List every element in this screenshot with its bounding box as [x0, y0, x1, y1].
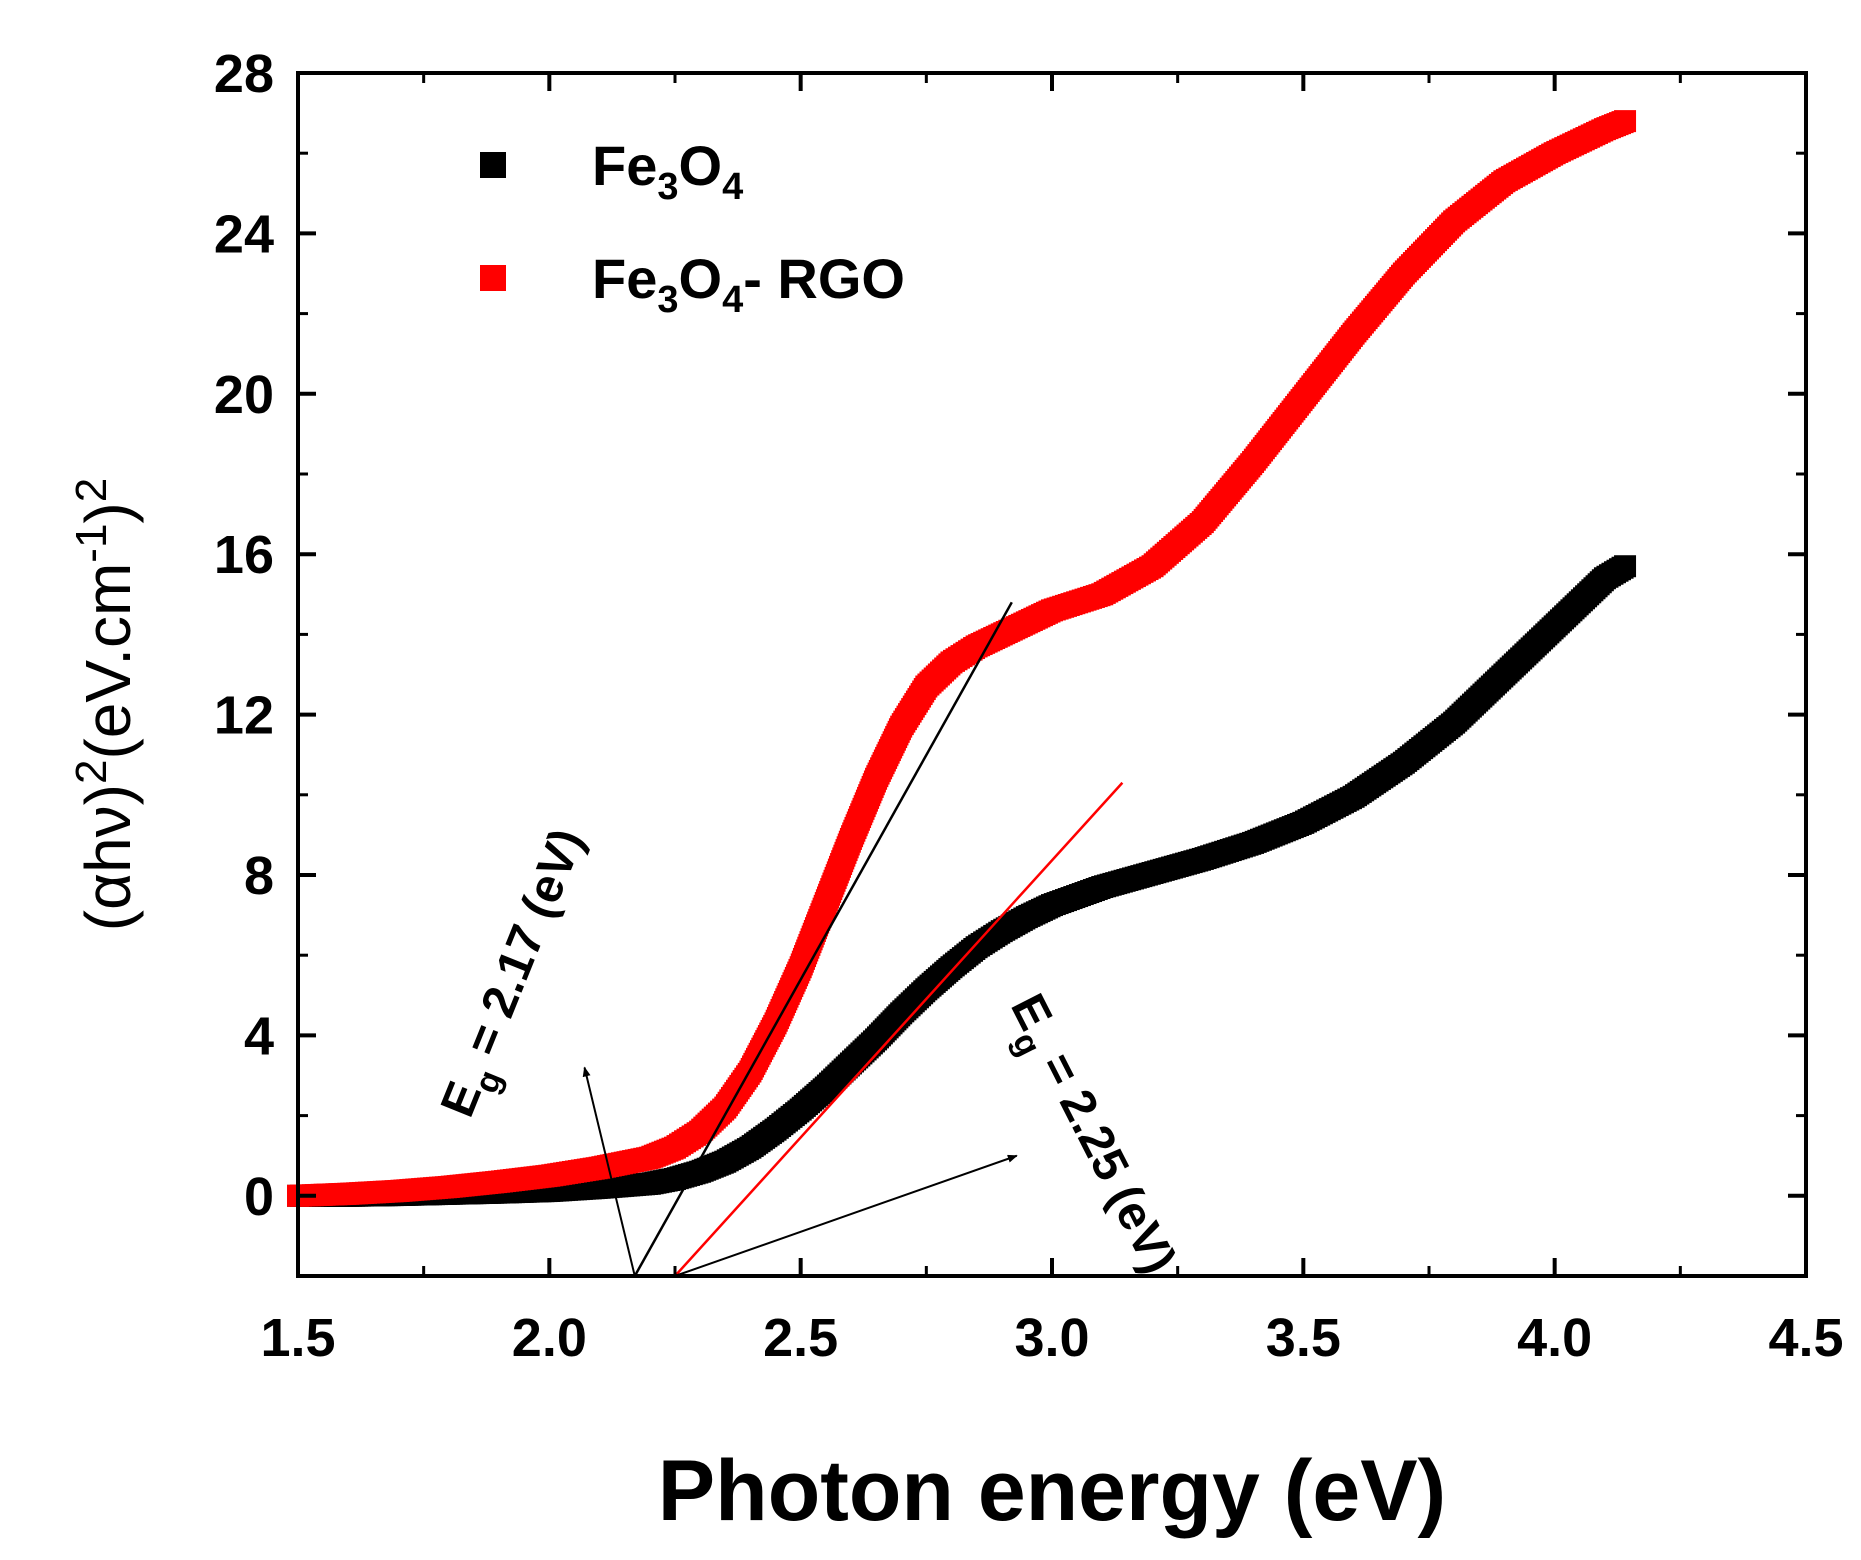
y-axis-label-part: ) [72, 502, 144, 523]
y-axis-label-part: hν [72, 805, 144, 873]
x-tick-label: 3.0 [1014, 1308, 1089, 1368]
x-tick-label: 1.5 [260, 1308, 335, 1368]
annotation-label: Eg = 2.25 (eV) [990, 986, 1185, 1287]
series-0-point [1614, 555, 1637, 578]
legend-subscript: 3 [657, 166, 678, 208]
y-axis-label-part: ) [72, 784, 144, 805]
legend-text-part: Fe [592, 247, 657, 310]
y-axis-label: (αhν)2(eV.cm-1)2 [67, 478, 144, 931]
annotation-arrow [674, 1154, 1018, 1277]
annotation-label: Eg = 2.17 (eV) [431, 822, 605, 1129]
y-axis-label-part: 2 [67, 478, 116, 502]
series-1-point [1614, 110, 1637, 133]
legend-label: Fe3O4- RGO [592, 247, 905, 321]
data-layer [287, 110, 1637, 1277]
y-tick-label: 20 [214, 365, 274, 425]
axis-labels: Photon energy (eV)(αhν)2(eV.cm-1)2 [67, 478, 1446, 1539]
fit-line-0 [633, 601, 1013, 1277]
x-tick-label: 4.5 [1768, 1308, 1843, 1368]
legend-subscript: 3 [657, 279, 678, 321]
legend-text-part: Fe [592, 134, 657, 197]
y-axis-label-part: α [72, 873, 144, 910]
legend-text-part: - RGO [743, 247, 905, 310]
y-tick-label: 4 [244, 1006, 274, 1066]
legend-label: Fe3O4 [592, 134, 743, 208]
y-tick-label: 24 [214, 204, 274, 264]
y-axis-label-part: -1 [67, 524, 116, 563]
legend-text-part: O [679, 134, 723, 197]
annotation-arrow [582, 1066, 636, 1277]
y-tick-label: 12 [214, 686, 274, 746]
x-tick-label: 3.5 [1266, 1308, 1341, 1368]
x-axis-label: Photon energy (eV) [658, 1443, 1446, 1539]
legend-marker [480, 152, 506, 178]
series-1 [287, 110, 1637, 1207]
y-tick-label: 0 [244, 1167, 274, 1227]
annotation-text: = 2.25 (eV) [1024, 1033, 1186, 1282]
x-tick-label: 2.0 [512, 1308, 587, 1368]
y-axis-label-part: 2 [67, 760, 116, 784]
legend-subscript: 4 [722, 279, 743, 321]
y-axis-label-part: (eV.cm [72, 563, 144, 760]
fit-line-1 [674, 781, 1124, 1277]
legend-subscript: 4 [722, 166, 743, 208]
y-tick-label: 28 [214, 44, 274, 104]
axes-layer: 1.5 2.0 2.5 3.0 3.5 4.0 4.5 0 4 8 12 16 20 24 28 [214, 44, 1844, 1368]
y-tick-label: 8 [244, 846, 274, 906]
annotation-text: = 2.17 (eV) [451, 822, 595, 1076]
y-axis-label-part: ( [72, 910, 144, 931]
x-tick-label: 4.0 [1517, 1308, 1592, 1368]
legend-text-part: O [679, 247, 723, 310]
x-tick-label: 2.5 [763, 1308, 838, 1368]
legend-marker [480, 265, 506, 291]
y-tick-label: 16 [214, 525, 274, 585]
